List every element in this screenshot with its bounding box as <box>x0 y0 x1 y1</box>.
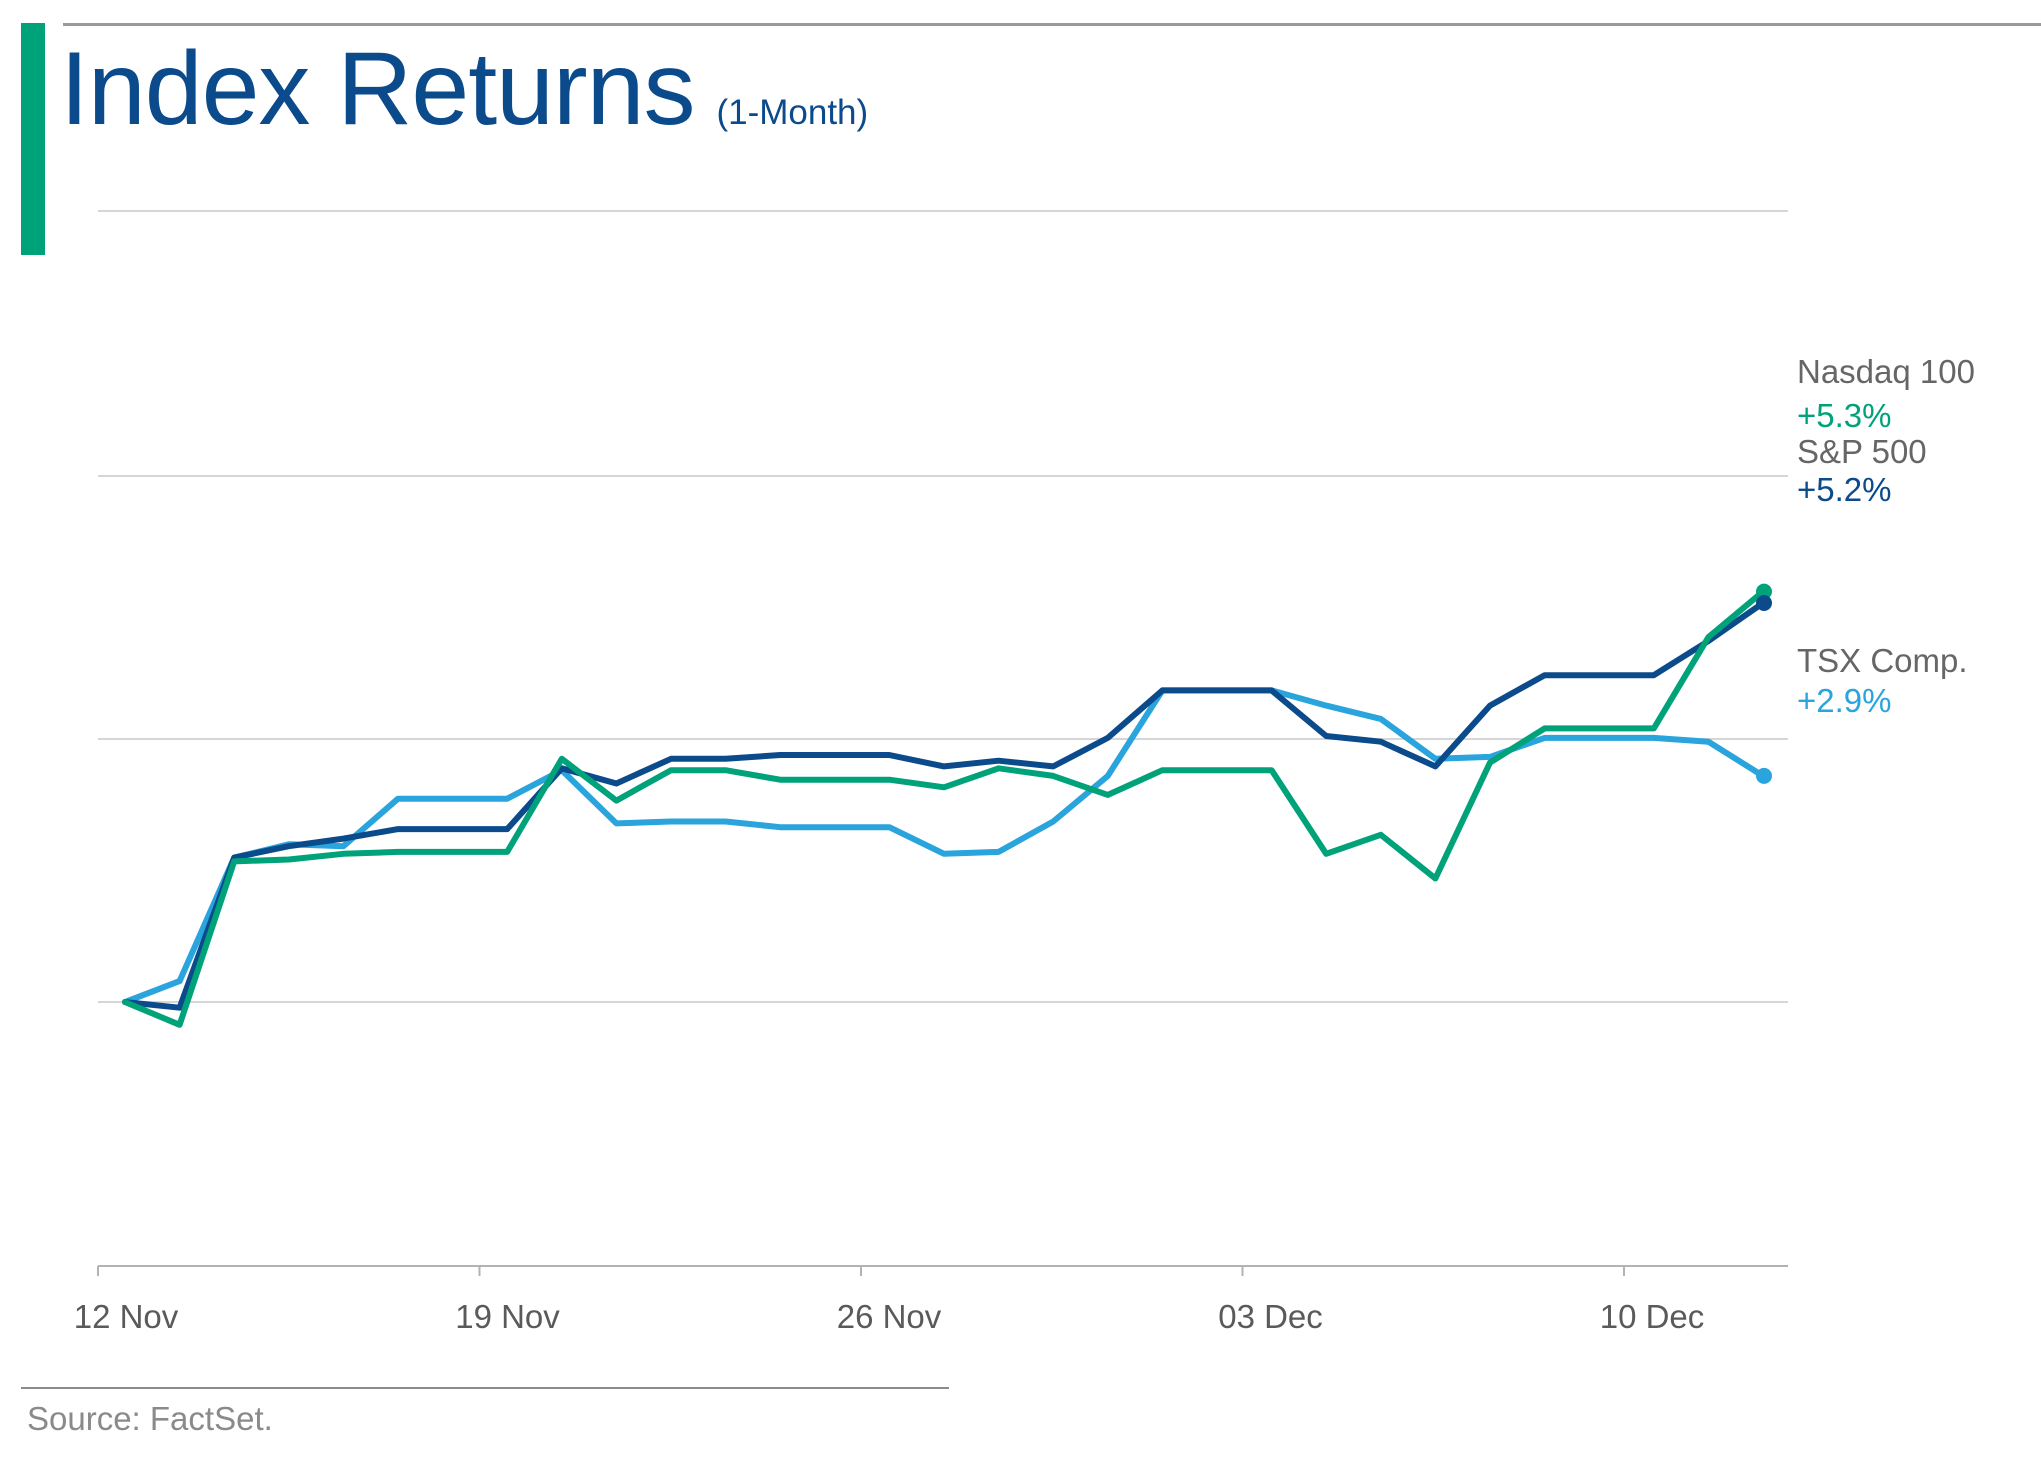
x-tick-label: 10 Dec <box>1600 1298 1705 1335</box>
series-end-marker <box>1756 583 1772 600</box>
series-lines <box>122 588 1766 1028</box>
source-note: Source: FactSet. <box>27 1400 273 1437</box>
series-value-label: +5.3% <box>1797 397 1892 434</box>
series-end-marker <box>1756 767 1772 784</box>
series-labels: Nasdaq 100 +5.3%S&P 500+5.2% TSX Comp.+2.9… <box>1797 353 1975 719</box>
series-end-marker <box>1756 595 1772 611</box>
series-line-s-p-500 <box>122 600 1766 1011</box>
x-tick-label: 19 Nov <box>455 1298 560 1335</box>
series-line-tsx-comp- <box>122 687 1766 1005</box>
series-name-label: Nasdaq 100 <box>1797 353 1975 390</box>
series-name-label: S&P 500 <box>1797 433 1927 470</box>
series-line-nasdaq-100 <box>122 588 1766 1028</box>
x-tick-label: 26 Nov <box>837 1298 942 1335</box>
top-rule <box>63 23 2041 26</box>
chart-title-block: Index Returns (1-Month) <box>60 30 868 149</box>
x-tick-label: 03 Dec <box>1218 1298 1323 1335</box>
series-name-label: TSX Comp. <box>1797 642 1968 679</box>
series-value-label: +2.9% <box>1797 682 1892 719</box>
series-value-label: +5.2% <box>1797 471 1892 508</box>
x-tick-label: 12 Nov <box>74 1298 179 1335</box>
x-axis: 12 Nov 19 Nov 26 Nov 03 Dec 10 Dec <box>74 1265 1788 1335</box>
source-rule <box>21 1387 949 1389</box>
chart-subtitle: (1-Month) <box>716 93 869 132</box>
title-accent-bar <box>21 23 45 255</box>
chart-title: Index Returns <box>60 31 695 147</box>
gridlines <box>98 210 1788 1003</box>
series-end-markers <box>1756 583 1772 784</box>
